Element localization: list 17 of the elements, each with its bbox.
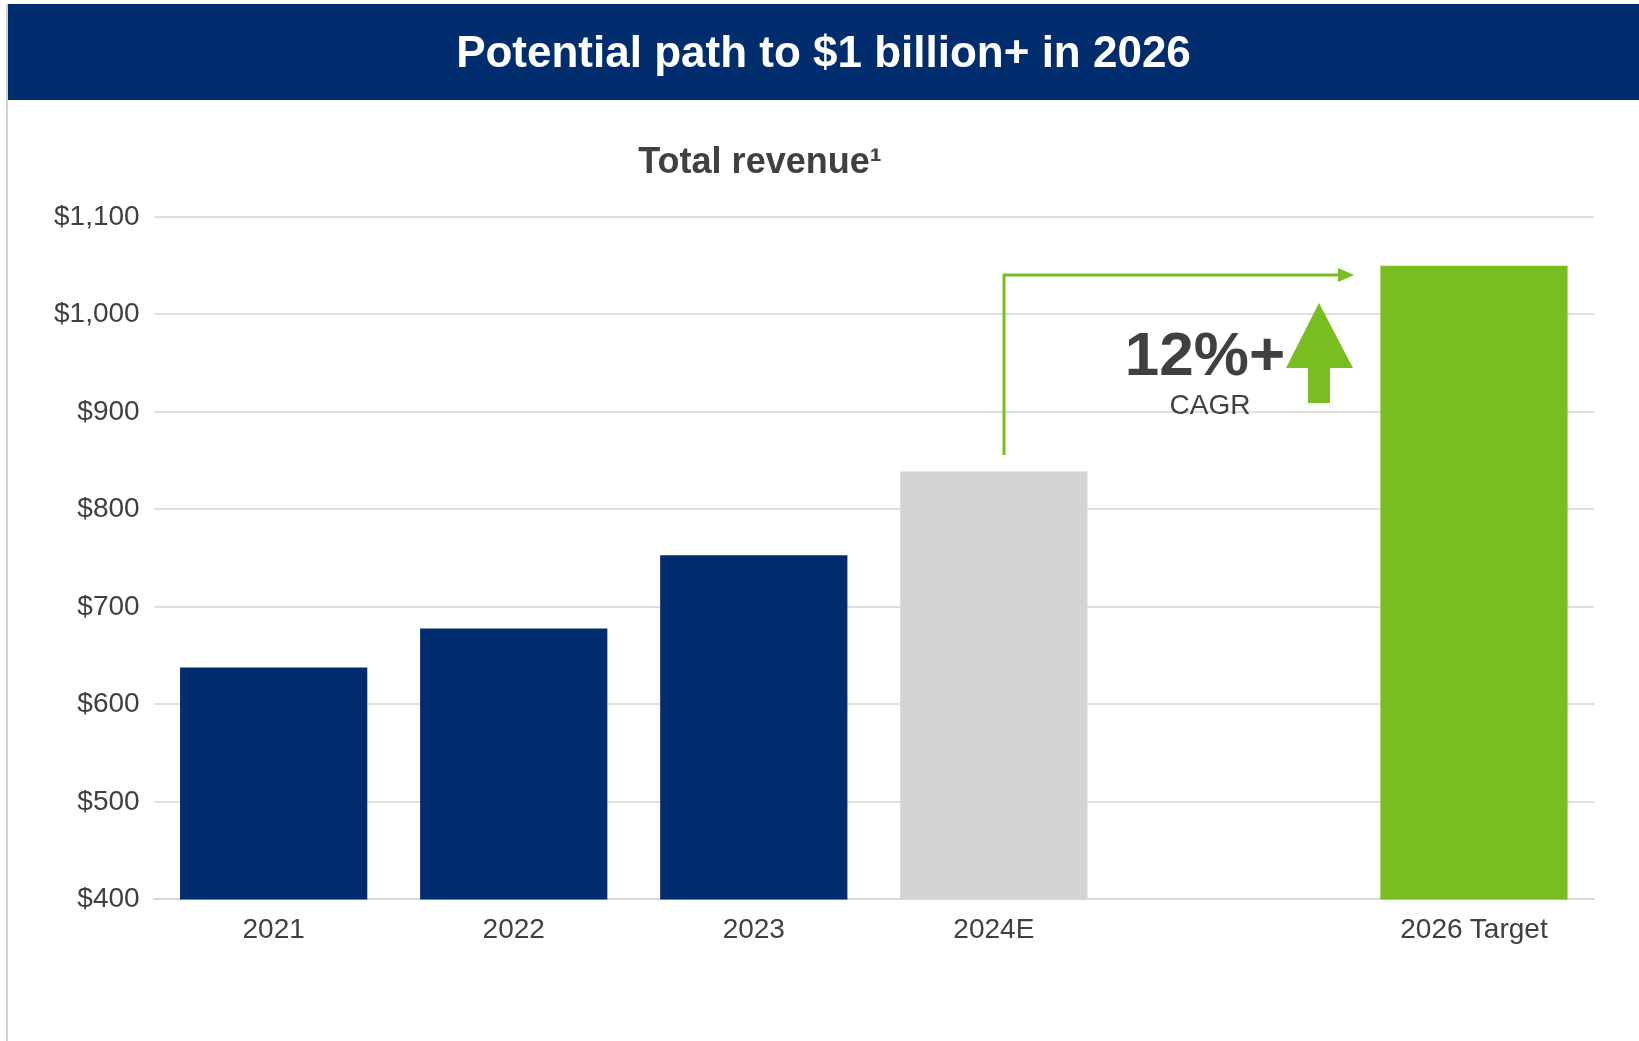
x-tick-label: 2021 [242, 912, 305, 944]
annotation: CAGR [1168, 389, 1252, 421]
y-tick-label: $600 [77, 687, 140, 719]
x-tick-label: 2023 [722, 912, 785, 944]
annotation: 12%+ [1123, 318, 1287, 389]
x-tick-label: 2024E [953, 912, 1035, 944]
y-tick-label: $700 [77, 589, 140, 621]
x-tick-label: 2026 Target [1400, 912, 1548, 944]
y-tick-label: $500 [77, 784, 140, 816]
y-tick-label: $1,000 [54, 297, 140, 329]
chart-subtitle: Total revenue¹ [637, 140, 883, 182]
chart-title: Potential path to $1 billion+ in 2026 [8, 4, 1639, 100]
x-tick-label: 2022 [482, 912, 545, 944]
y-tick-label: $400 [77, 882, 140, 914]
y-tick-label: $900 [77, 394, 140, 426]
y-tick-label: $800 [77, 492, 140, 524]
y-tick-label: $1,100 [54, 199, 140, 231]
